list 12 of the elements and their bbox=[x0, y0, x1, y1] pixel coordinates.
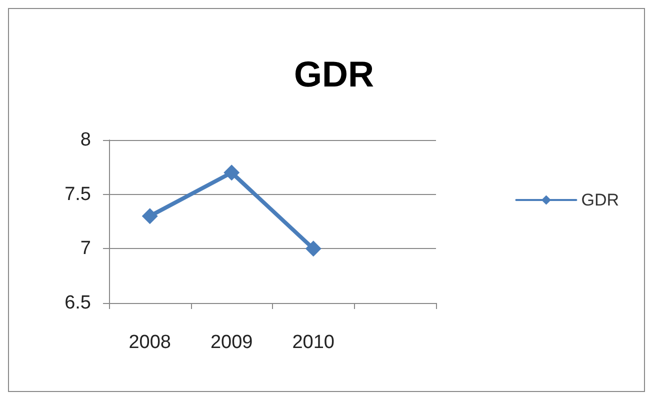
legend-label: GDR bbox=[581, 190, 620, 210]
x-tick-label: 2010 bbox=[292, 332, 335, 353]
y-tick-label: 7 bbox=[80, 238, 91, 260]
point bbox=[305, 240, 322, 257]
point bbox=[224, 164, 240, 181]
x-tick-label: 2008 bbox=[128, 332, 172, 353]
point bbox=[142, 208, 158, 224]
y-tick-label: 6.5 bbox=[64, 292, 91, 314]
chart-title: GDR bbox=[294, 54, 374, 94]
y-tick-label: 8 bbox=[80, 130, 91, 150]
x-tick-label: 2009 bbox=[210, 332, 253, 353]
y-tick-label: 7.5 bbox=[64, 184, 91, 205]
